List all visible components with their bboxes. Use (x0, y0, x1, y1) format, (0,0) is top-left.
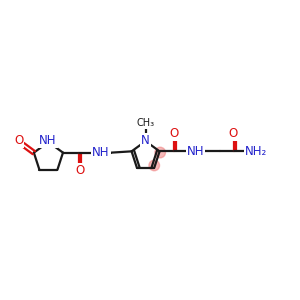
Circle shape (155, 147, 166, 158)
Text: N: N (141, 134, 150, 147)
Text: CH₃: CH₃ (136, 118, 154, 128)
Text: NH: NH (187, 145, 204, 158)
Text: O: O (169, 127, 178, 140)
Text: NH: NH (39, 134, 57, 147)
Text: O: O (14, 134, 23, 147)
Text: O: O (75, 164, 84, 177)
Text: O: O (229, 127, 238, 140)
Text: NH₂: NH₂ (245, 145, 268, 158)
Text: NH: NH (92, 146, 110, 159)
Circle shape (149, 160, 160, 171)
